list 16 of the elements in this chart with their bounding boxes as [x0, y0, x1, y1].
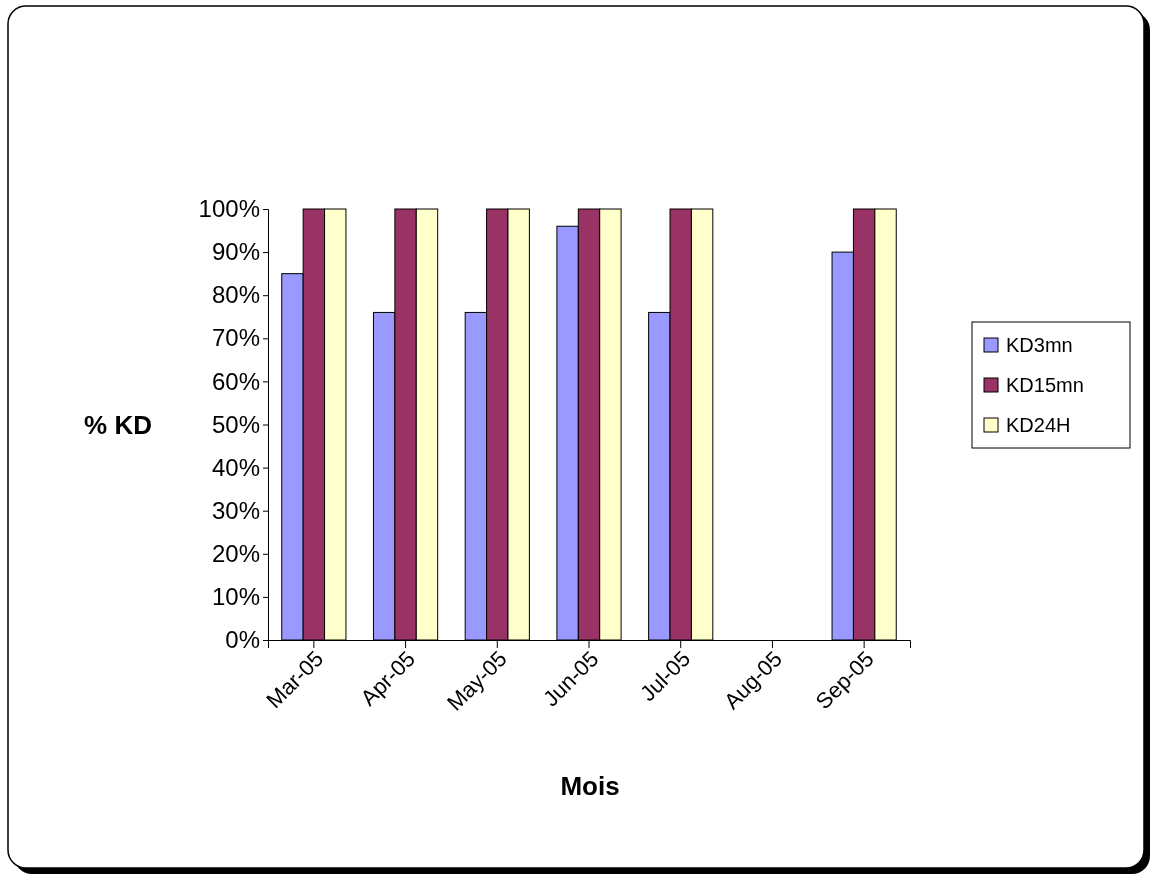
y-tick-label: 20% — [211, 539, 260, 567]
y-tick-label: 50% — [211, 410, 260, 438]
y-tick-label: 30% — [211, 496, 260, 524]
y-tick-label: 60% — [211, 367, 260, 395]
y-tick-label: 10% — [211, 583, 260, 611]
y-tick-label: 100% — [198, 195, 260, 223]
y-axis-title: % KD — [84, 410, 152, 440]
y-tick-label: 80% — [211, 281, 260, 309]
legend-label: KD24H — [1006, 414, 1071, 436]
y-tick-label: 70% — [211, 324, 260, 352]
y-tick-label: 40% — [211, 453, 260, 481]
x-axis-title: Mois — [560, 771, 620, 801]
legend-label: KD15mn — [1006, 374, 1084, 396]
y-tick-label: 0% — [225, 626, 260, 654]
legend-label: KD3mn — [1006, 334, 1073, 356]
y-tick-label: 90% — [211, 238, 260, 266]
